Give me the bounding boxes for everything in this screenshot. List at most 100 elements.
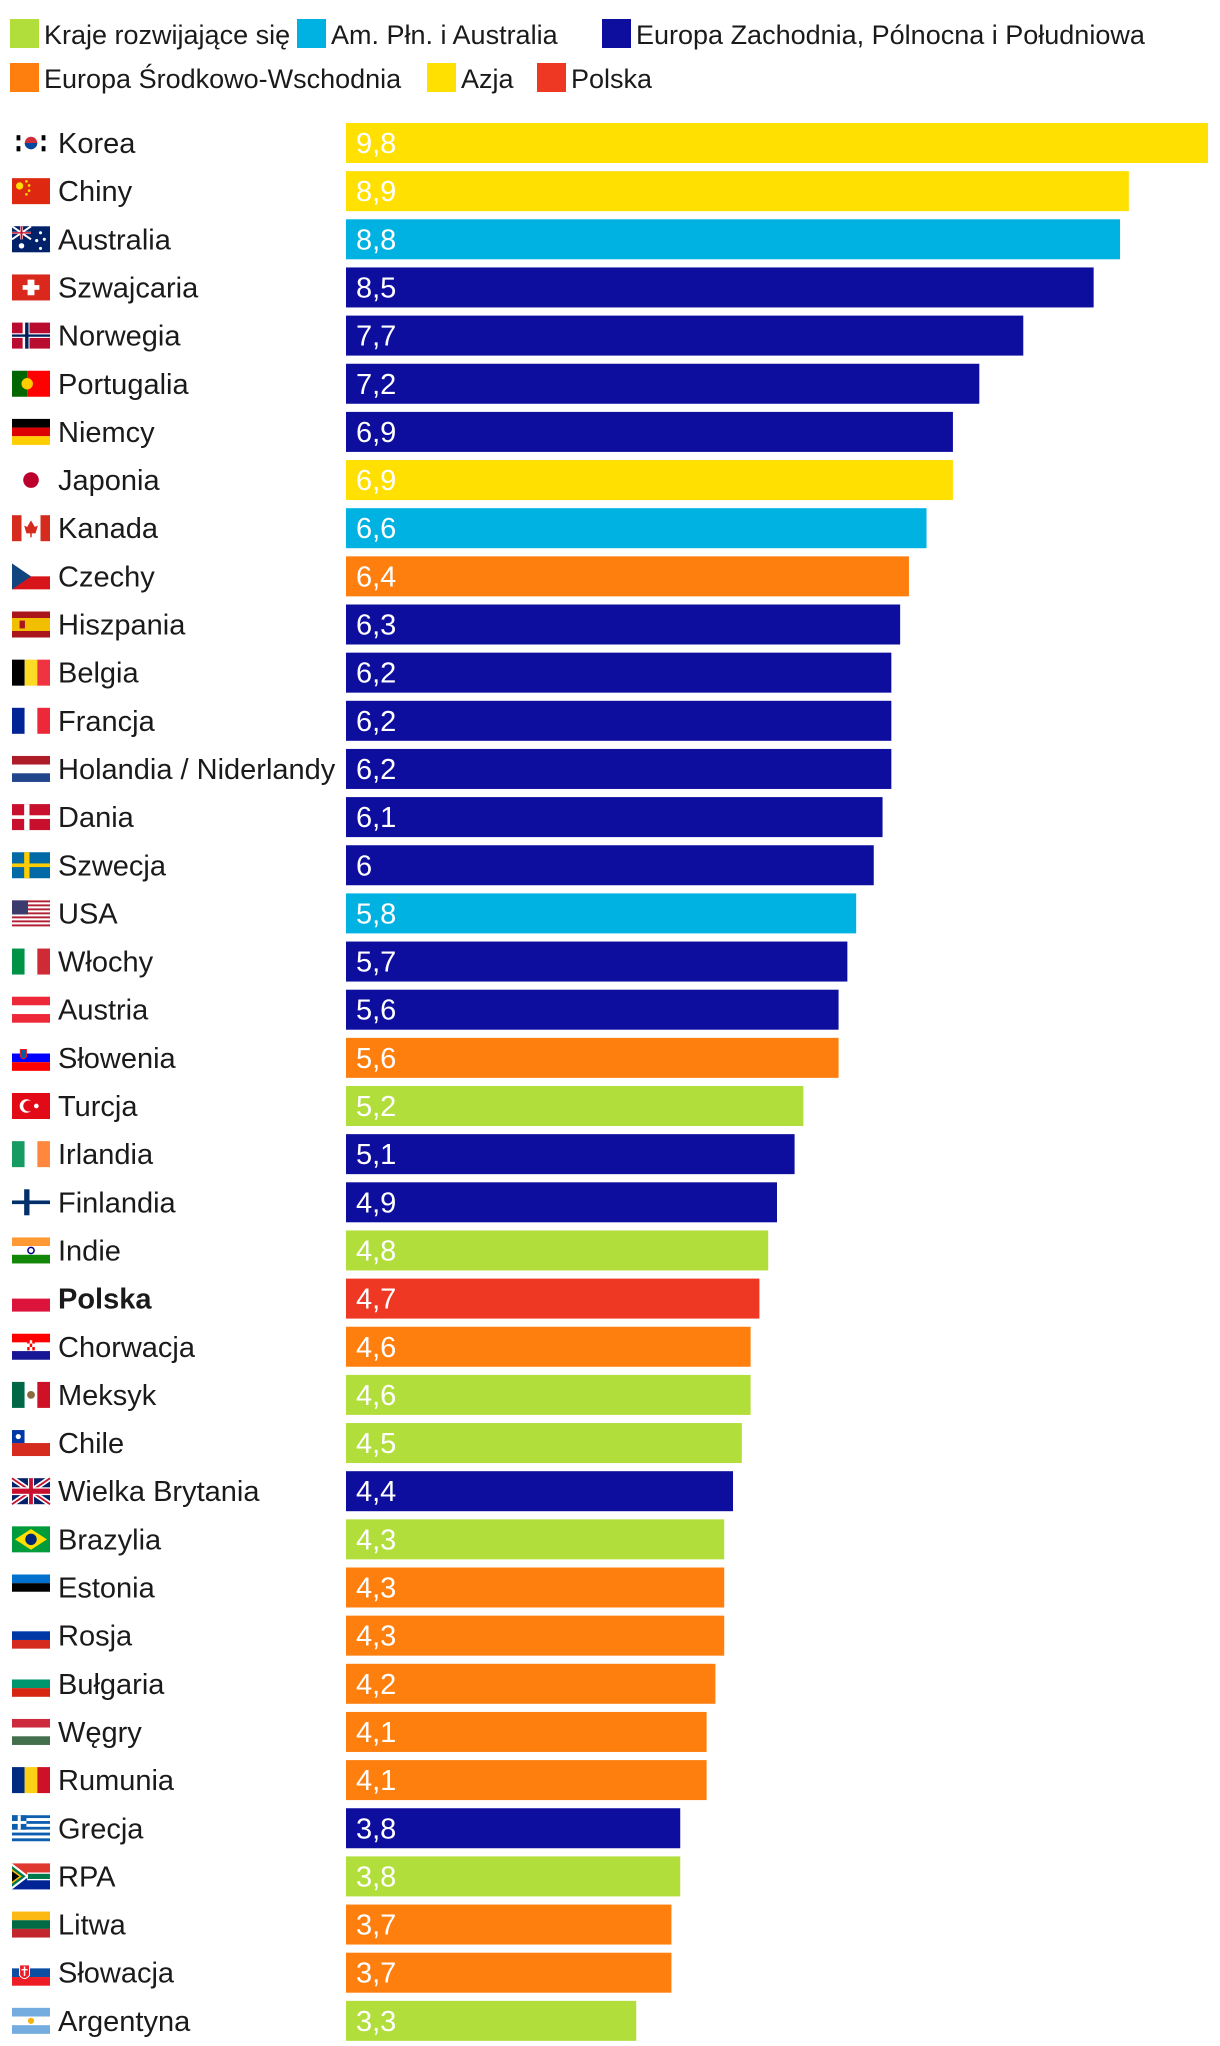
category-label: Niemcy bbox=[58, 417, 155, 449]
value-label: 7,2 bbox=[356, 369, 396, 401]
flags bbox=[10, 130, 52, 2034]
flag-icon-us bbox=[12, 900, 50, 927]
legend-swatch bbox=[602, 19, 631, 48]
flag-icon-nl bbox=[12, 755, 50, 782]
bar-estonia bbox=[346, 1567, 725, 1608]
flag-icon-fi bbox=[12, 1189, 50, 1216]
category-label: Rumunia bbox=[58, 1765, 175, 1797]
flag-icon-ro bbox=[12, 1767, 50, 1794]
value-labels: 9,8 8,9 8,8 8,5 7,7 7,2 6,9 6,9 6,6 6,4 6,3 6,2 6,2 6… bbox=[356, 128, 396, 2038]
legend-item-rozwijajace: Kraje rozwijające się bbox=[10, 19, 290, 50]
category-label: Brazylia bbox=[58, 1524, 162, 1556]
bar-chile bbox=[346, 1423, 742, 1464]
flag-icon-br bbox=[12, 1526, 50, 1553]
category-label: Słowacja bbox=[58, 1958, 175, 1990]
bar-japonia bbox=[346, 460, 953, 501]
flag-icon-de bbox=[12, 418, 50, 445]
value-label: 4,5 bbox=[356, 1428, 396, 1460]
value-label: 5,7 bbox=[356, 947, 396, 979]
flag-icon-cl bbox=[12, 1430, 50, 1457]
flag-icon-at bbox=[12, 996, 50, 1023]
bar-włochy bbox=[346, 941, 848, 982]
bar-norwegia bbox=[346, 315, 1024, 356]
category-label: Bułgaria bbox=[58, 1669, 165, 1701]
category-label: Portugalia bbox=[58, 369, 189, 401]
value-label: 9,8 bbox=[356, 128, 396, 160]
flag-icon-se bbox=[12, 852, 50, 879]
category-label: USA bbox=[58, 898, 118, 930]
bar-finlandia bbox=[346, 1182, 777, 1223]
flag-icon-it bbox=[12, 948, 50, 975]
bar-rumunia bbox=[346, 1760, 707, 1801]
value-label: 4,3 bbox=[356, 1524, 396, 1556]
bar-korea bbox=[346, 123, 1208, 163]
bar-niemcy bbox=[346, 411, 953, 452]
value-label: 6,1 bbox=[356, 802, 396, 834]
legend-swatch bbox=[10, 63, 39, 92]
category-label: Argentyna bbox=[58, 2006, 191, 2038]
legend-label: Europa Środkowo-Wschodnia bbox=[44, 62, 402, 94]
bar-holandia-niderlandy bbox=[346, 748, 892, 789]
category-label: Słowenia bbox=[58, 1043, 177, 1075]
flag-icon-pt bbox=[12, 370, 50, 397]
category-label: Dania bbox=[58, 802, 135, 834]
bar-francja bbox=[346, 700, 892, 741]
flag-icon-kr bbox=[12, 130, 50, 156]
bar-czechy bbox=[346, 556, 909, 597]
flag-icon-si bbox=[12, 1044, 50, 1071]
value-label: 8,5 bbox=[356, 272, 396, 304]
flag-icon-dk bbox=[12, 804, 50, 831]
flag-icon-cn bbox=[12, 178, 50, 205]
value-label: 4,1 bbox=[356, 1717, 396, 1749]
value-label: 6,2 bbox=[356, 706, 396, 738]
value-label: 3,7 bbox=[356, 1910, 396, 1942]
value-label: 4,3 bbox=[356, 1621, 396, 1653]
category-label: Meksyk bbox=[58, 1380, 157, 1412]
flag-icon-gr bbox=[12, 1815, 50, 1842]
category-labels: Korea Chiny Australia Szwajcaria Norwegia Por… bbox=[58, 128, 336, 2038]
value-label: 5,6 bbox=[356, 995, 396, 1027]
legend-swatch bbox=[537, 63, 566, 92]
bar-kanada bbox=[346, 508, 927, 549]
legend-item-azja: Azja bbox=[427, 63, 515, 94]
category-label: Litwa bbox=[58, 1910, 127, 1942]
value-label: 4,6 bbox=[356, 1332, 396, 1364]
flag-icon-in bbox=[12, 1237, 50, 1264]
category-label: Chile bbox=[58, 1428, 124, 1460]
category-label: Irlandia bbox=[58, 1139, 154, 1171]
bar-indie bbox=[346, 1230, 769, 1271]
legend-item-europaSrWsch: Europa Środkowo-Wschodnia bbox=[10, 62, 402, 94]
value-label: 4,9 bbox=[356, 1187, 396, 1219]
value-label: 4,3 bbox=[356, 1573, 396, 1605]
bar-brazylia bbox=[346, 1519, 725, 1560]
category-label: Chiny bbox=[58, 176, 133, 208]
legend-label: Polska bbox=[571, 64, 653, 94]
bar-argentyna bbox=[346, 2000, 637, 2041]
category-label: Kanada bbox=[58, 513, 159, 545]
flag-icon-gb bbox=[10, 1476, 52, 1507]
category-label: Polska bbox=[58, 1284, 152, 1316]
value-label: 6,2 bbox=[356, 658, 396, 690]
value-label: 6,9 bbox=[356, 417, 396, 449]
bar-węgry bbox=[346, 1711, 707, 1752]
flag-icon-ar bbox=[12, 2007, 50, 2034]
value-label: 3,8 bbox=[356, 1813, 396, 1845]
value-label: 5,1 bbox=[356, 1139, 396, 1171]
bar-australia bbox=[346, 219, 1121, 260]
bar-bułgaria bbox=[346, 1663, 716, 1704]
bar-belgia bbox=[346, 652, 892, 693]
legend-item-europaZach: Europa Zachodnia, Pólnocna i Południowa bbox=[602, 19, 1146, 50]
flag-icon-sk bbox=[12, 1959, 50, 1986]
legend-swatch bbox=[427, 63, 456, 92]
flag-icon-bg bbox=[12, 1670, 50, 1697]
legend: Kraje rozwijające się Am. Płn. i Australi… bbox=[10, 19, 1146, 94]
value-label: 8,8 bbox=[356, 224, 396, 256]
bar-litwa bbox=[346, 1904, 672, 1945]
flag-icon-ee bbox=[12, 1574, 50, 1601]
value-label: 6,6 bbox=[356, 513, 396, 545]
category-label: Wielka Brytania bbox=[58, 1476, 260, 1508]
value-label: 6,3 bbox=[356, 610, 396, 642]
legend-item-amerykaAustralia: Am. Płn. i Australia bbox=[297, 19, 559, 50]
value-label: 4,1 bbox=[356, 1765, 396, 1797]
legend-label: Azja bbox=[461, 64, 515, 94]
